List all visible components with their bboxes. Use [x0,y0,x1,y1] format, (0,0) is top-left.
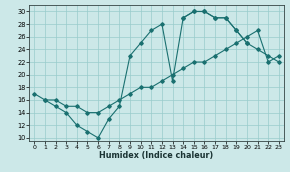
X-axis label: Humidex (Indice chaleur): Humidex (Indice chaleur) [99,151,214,160]
